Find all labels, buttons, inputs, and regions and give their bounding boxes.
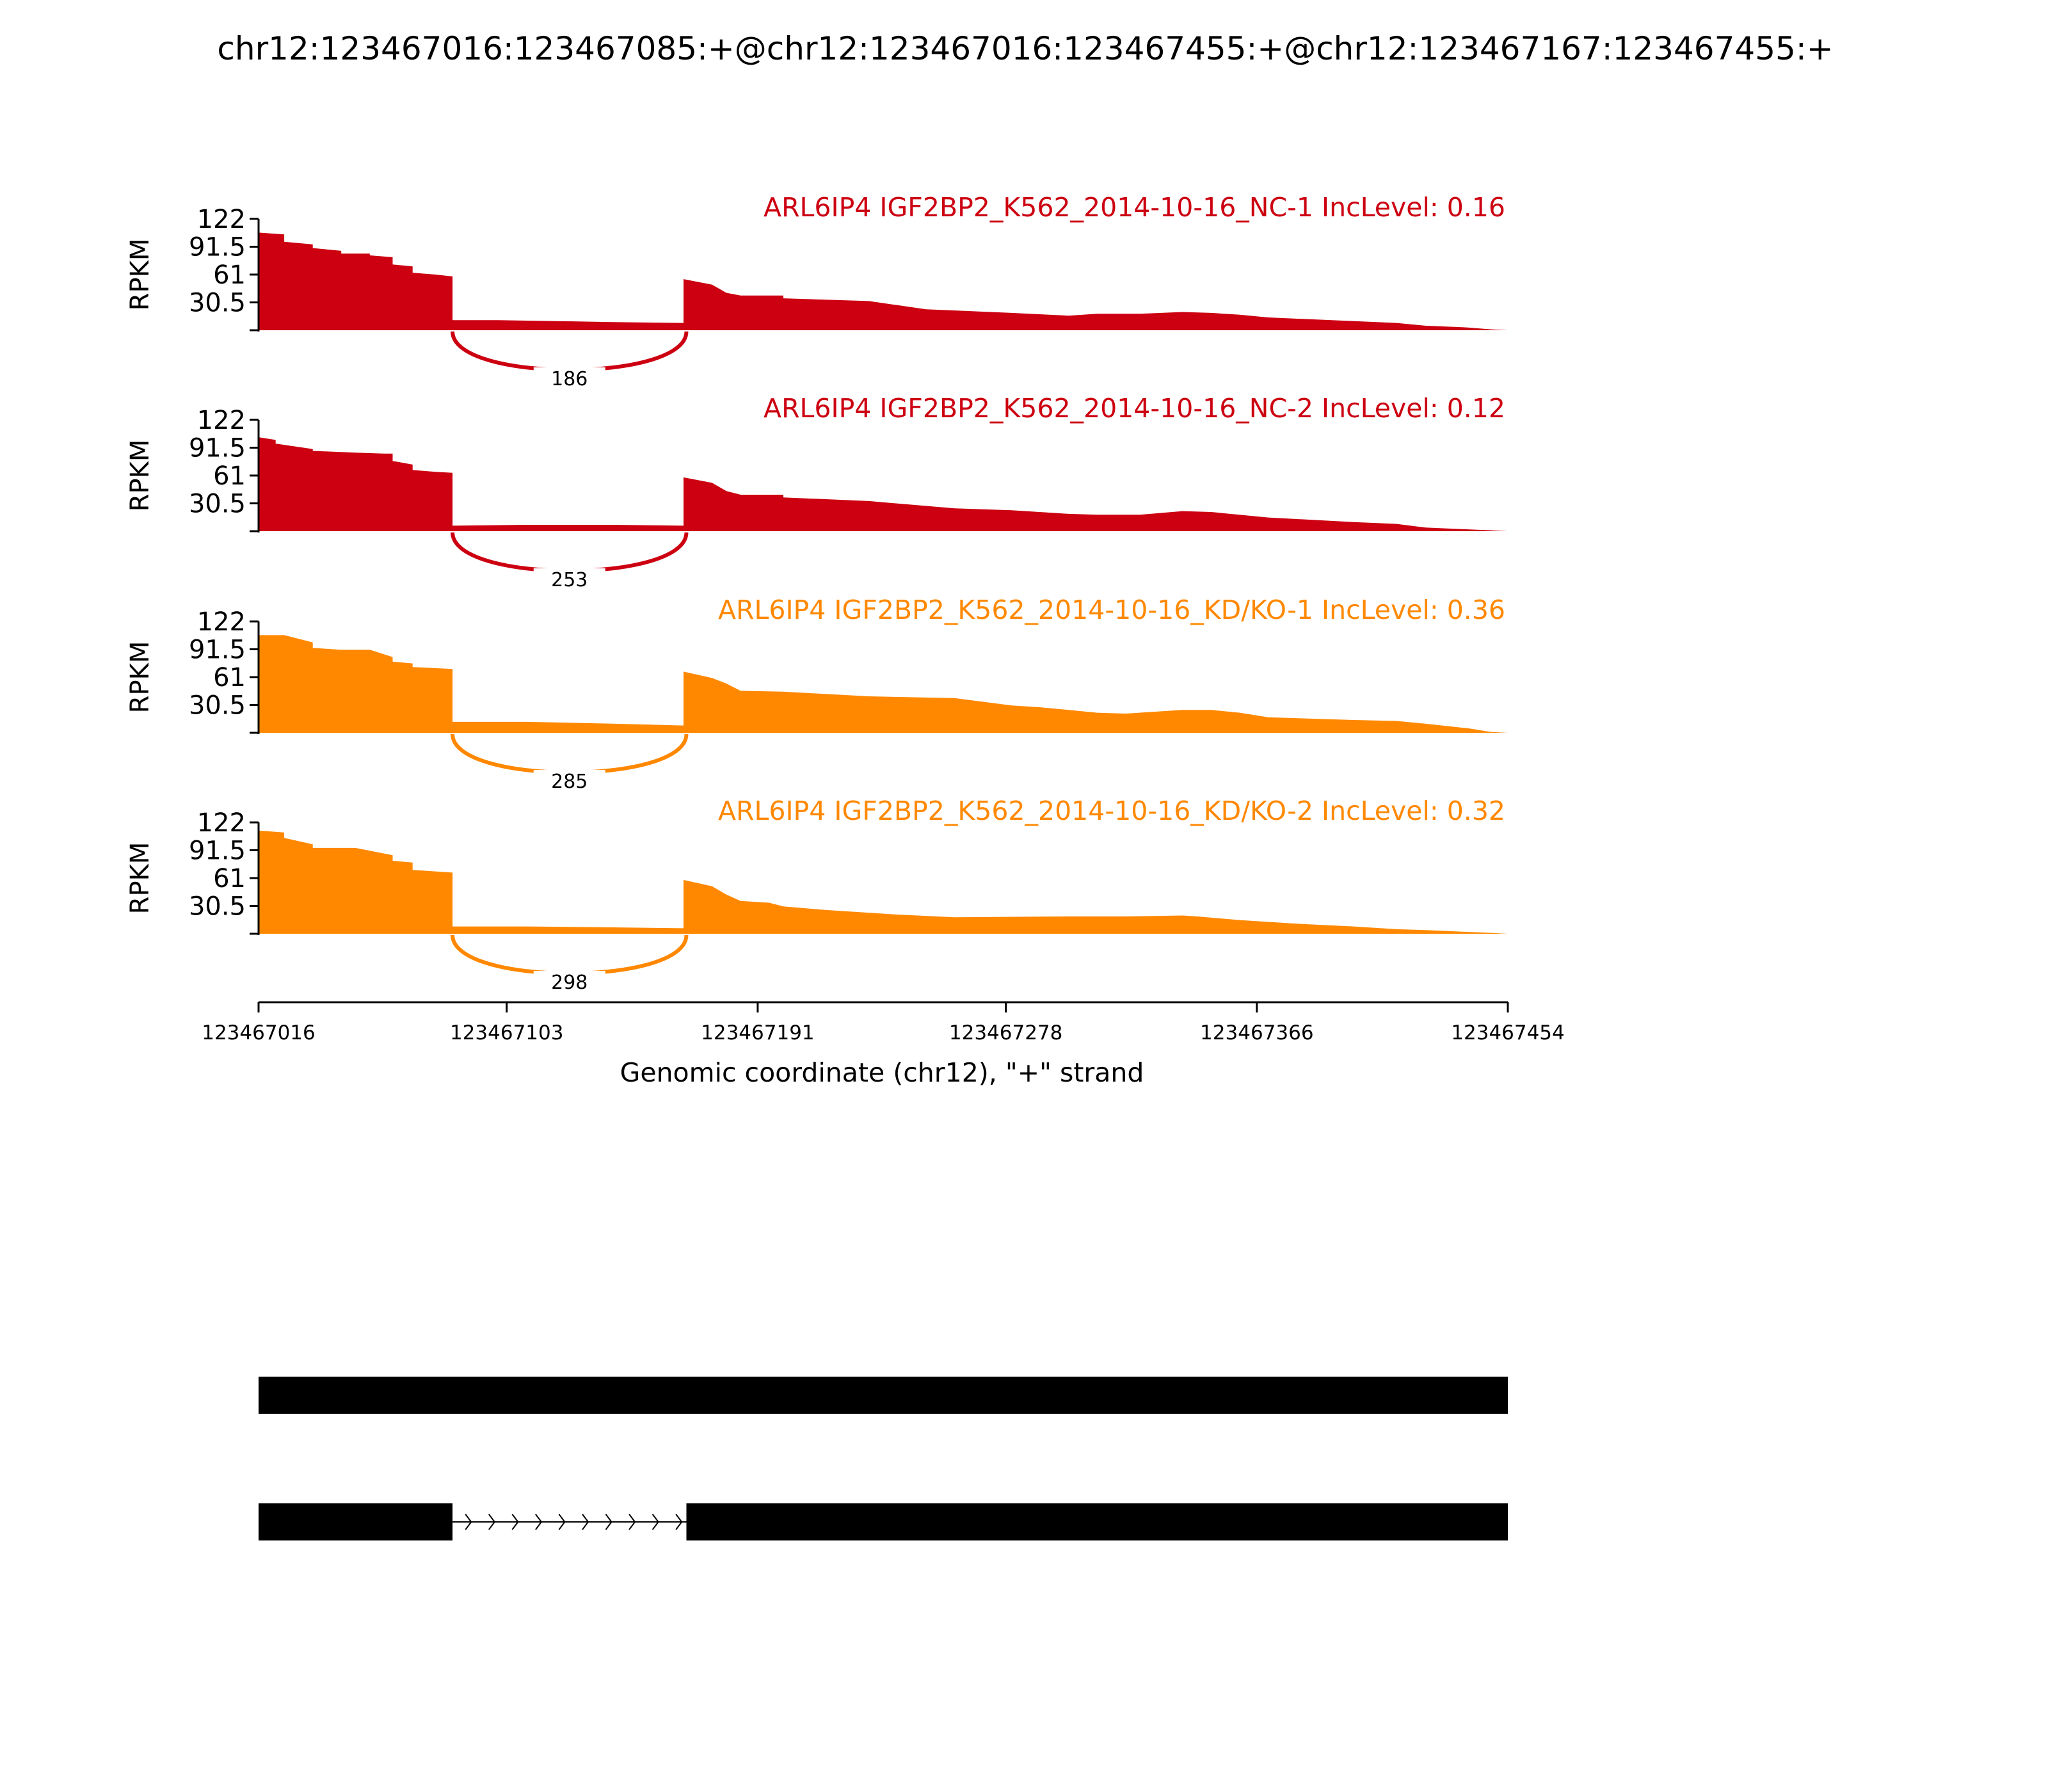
junction-count: 285 [551,771,588,793]
strand-arrow [488,1514,496,1530]
y-tick-label: 122 [197,607,246,637]
junction-count: 298 [551,972,588,994]
y-tick-label: 122 [197,406,246,435]
x-tick-label: 123467016 [202,1021,316,1044]
y-tick-label: 30.5 [189,490,246,519]
sample-label: ARL6IP4 IGF2BP2_K562_2014-10-16_KD/KO-2 … [718,796,1505,826]
strand-arrow [675,1514,683,1530]
x-axis-label: Genomic coordinate (chr12), "+" strand [620,1057,1144,1088]
sample-label: ARL6IP4 IGF2BP2_K562_2014-10-16_KD/KO-1 … [718,595,1505,625]
isoform [259,1503,1508,1540]
coverage-area [259,635,1508,733]
strand-arrow [511,1514,519,1530]
junction-count-bg [533,568,605,589]
junction-count: 253 [551,569,588,591]
y-axis-label: RPKM [125,641,155,714]
y-tick-label: 30.5 [189,691,246,721]
coverage-area [259,437,1508,531]
coverage-area [259,830,1508,934]
exon-block [259,1503,453,1540]
sample-label: ARL6IP4 IGF2BP2_K562_2014-10-16_NC-2 Inc… [764,393,1505,424]
y-axis-label: RPKM [125,239,155,311]
strand-arrow [535,1514,543,1530]
x-tick-label: 123467278 [949,1021,1063,1044]
x-axis: 123467016 123467103 123467191 123467278 1234… [202,1001,1565,1088]
strand-arrow [628,1514,636,1530]
strand-arrow [652,1514,659,1530]
y-tick-label: 122 [197,205,246,234]
x-tick-label: 123467366 [1200,1021,1314,1044]
y-tick-label: 91.5 [189,836,246,866]
strand-arrow [605,1514,612,1530]
exon-block [686,1503,1508,1540]
y-tick-label: 91.5 [189,233,246,262]
y-tick-label: 91.5 [189,636,246,665]
junction-count-bg [533,770,605,790]
y-tick-label: 30.5 [189,892,246,922]
sample-label: ARL6IP4 IGF2BP2_K562_2014-10-16_NC-1 Inc… [764,192,1505,223]
y-tick-label: 30.5 [189,289,246,318]
y-tick-label: 61 [213,260,246,290]
junction-count-bg [533,971,605,991]
isoform [259,1377,1508,1414]
y-tick-label: 61 [213,663,246,692]
strand-arrow [465,1514,472,1530]
junction-count: 186 [551,368,588,390]
y-tick-label: 61 [213,461,246,491]
strand-arrow [582,1514,589,1530]
y-axis-label: RPKM [125,440,155,512]
exon-block [259,1377,1508,1414]
x-tick-label: 123467454 [1451,1021,1565,1044]
coverage-area [259,232,1508,330]
strand-arrow [558,1514,566,1530]
y-tick-label: 61 [213,864,246,893]
y-tick-label: 91.5 [189,434,246,463]
isoform-track [259,1377,1508,1540]
y-tick-label: 122 [197,808,246,838]
junction-count-bg [533,367,605,388]
y-axis-label: RPKM [125,842,155,915]
x-tick-label: 123467191 [701,1021,815,1044]
figure-title: chr12:123467016:123467085:+@chr12:123467… [217,30,1833,67]
x-tick-label: 123467103 [450,1021,564,1044]
